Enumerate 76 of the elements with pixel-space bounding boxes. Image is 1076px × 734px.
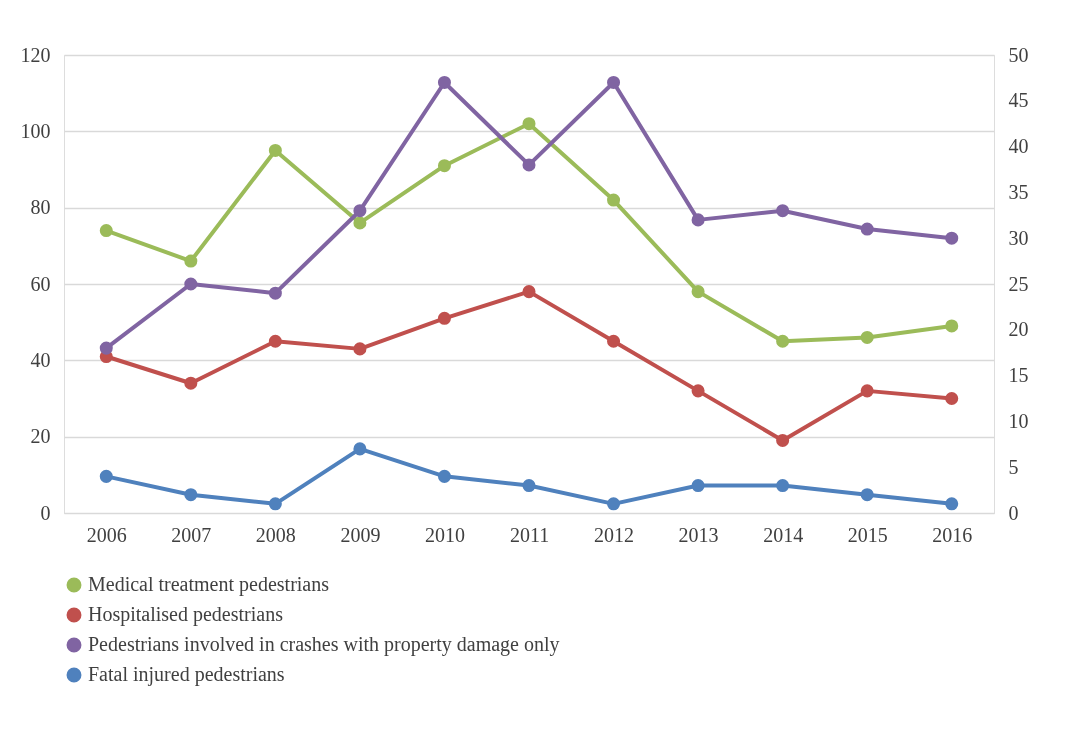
x-tick-label: 2007 bbox=[171, 523, 212, 546]
point bbox=[860, 384, 874, 398]
point bbox=[99, 224, 113, 238]
point bbox=[184, 254, 198, 268]
point bbox=[268, 497, 282, 511]
point bbox=[607, 75, 621, 89]
legend-label: Medical treatment pedestrians bbox=[88, 573, 330, 596]
point bbox=[522, 158, 536, 172]
point bbox=[860, 222, 874, 236]
legend-label: Fatal injured pedestrians bbox=[88, 663, 285, 686]
x-tick-label: 2016 bbox=[932, 523, 973, 546]
point bbox=[776, 479, 790, 493]
y2-tick-label: 0 bbox=[1008, 501, 1019, 524]
x-tick-label: 2014 bbox=[763, 523, 804, 546]
y2-tick-label: 50 bbox=[1008, 43, 1029, 66]
point bbox=[353, 204, 367, 218]
point bbox=[353, 216, 367, 230]
point bbox=[607, 193, 621, 207]
point bbox=[607, 497, 621, 511]
y-tick-label: 0 bbox=[40, 501, 51, 524]
legend-label: Pedestrians involved in crashes with property damage only bbox=[88, 633, 560, 656]
point bbox=[691, 285, 705, 299]
point bbox=[437, 469, 451, 483]
point bbox=[437, 75, 451, 89]
point bbox=[860, 330, 874, 344]
x-tick-label: 2012 bbox=[594, 523, 635, 546]
y2-tick-label: 25 bbox=[1008, 272, 1029, 295]
x-tick-label: 2008 bbox=[255, 523, 296, 546]
point bbox=[522, 117, 536, 131]
point bbox=[691, 479, 705, 493]
point bbox=[945, 319, 959, 333]
point bbox=[776, 334, 790, 348]
y2-tick-label: 10 bbox=[1008, 409, 1029, 432]
point bbox=[691, 384, 705, 398]
point bbox=[268, 143, 282, 157]
y2-tick-label: 30 bbox=[1008, 226, 1029, 249]
x-tick-label: 2010 bbox=[424, 523, 465, 546]
point bbox=[353, 442, 367, 456]
point bbox=[607, 334, 621, 348]
y2-tick-label: 15 bbox=[1008, 364, 1029, 387]
x-tick-label: 2006 bbox=[86, 523, 127, 546]
x-tick-label: 2011 bbox=[509, 523, 550, 546]
x-tick-label: 2009 bbox=[340, 523, 381, 546]
point bbox=[691, 213, 705, 227]
x-tick-label: 2013 bbox=[678, 523, 719, 546]
point bbox=[184, 376, 198, 390]
y2-tick-label: 40 bbox=[1008, 135, 1029, 158]
point bbox=[860, 488, 874, 502]
y2-tick-label: 20 bbox=[1008, 318, 1029, 341]
point bbox=[99, 469, 113, 483]
x-tick-label: 2015 bbox=[847, 523, 888, 546]
y-tick-label: 20 bbox=[30, 425, 51, 448]
y-tick-label: 60 bbox=[30, 272, 51, 295]
y-tick-label: 40 bbox=[30, 348, 51, 371]
point bbox=[437, 311, 451, 325]
point bbox=[945, 231, 959, 245]
point bbox=[268, 334, 282, 348]
point bbox=[437, 159, 451, 173]
point bbox=[945, 497, 959, 511]
point bbox=[776, 204, 790, 218]
point bbox=[184, 277, 198, 291]
y-tick-label: 120 bbox=[20, 43, 51, 66]
y-tick-label: 80 bbox=[30, 196, 51, 219]
y2-tick-label: 5 bbox=[1008, 455, 1019, 478]
y-tick-label: 100 bbox=[20, 119, 51, 142]
y2-tick-label: 35 bbox=[1008, 180, 1029, 203]
y2-tick-label: 45 bbox=[1008, 89, 1029, 112]
point bbox=[945, 391, 959, 406]
point bbox=[184, 488, 198, 502]
point bbox=[522, 479, 536, 493]
point bbox=[522, 285, 536, 299]
point bbox=[99, 341, 113, 355]
point bbox=[776, 433, 790, 447]
point bbox=[353, 342, 367, 356]
legend-label: Hospitalised pedestrians bbox=[88, 603, 284, 626]
point bbox=[268, 286, 282, 300]
